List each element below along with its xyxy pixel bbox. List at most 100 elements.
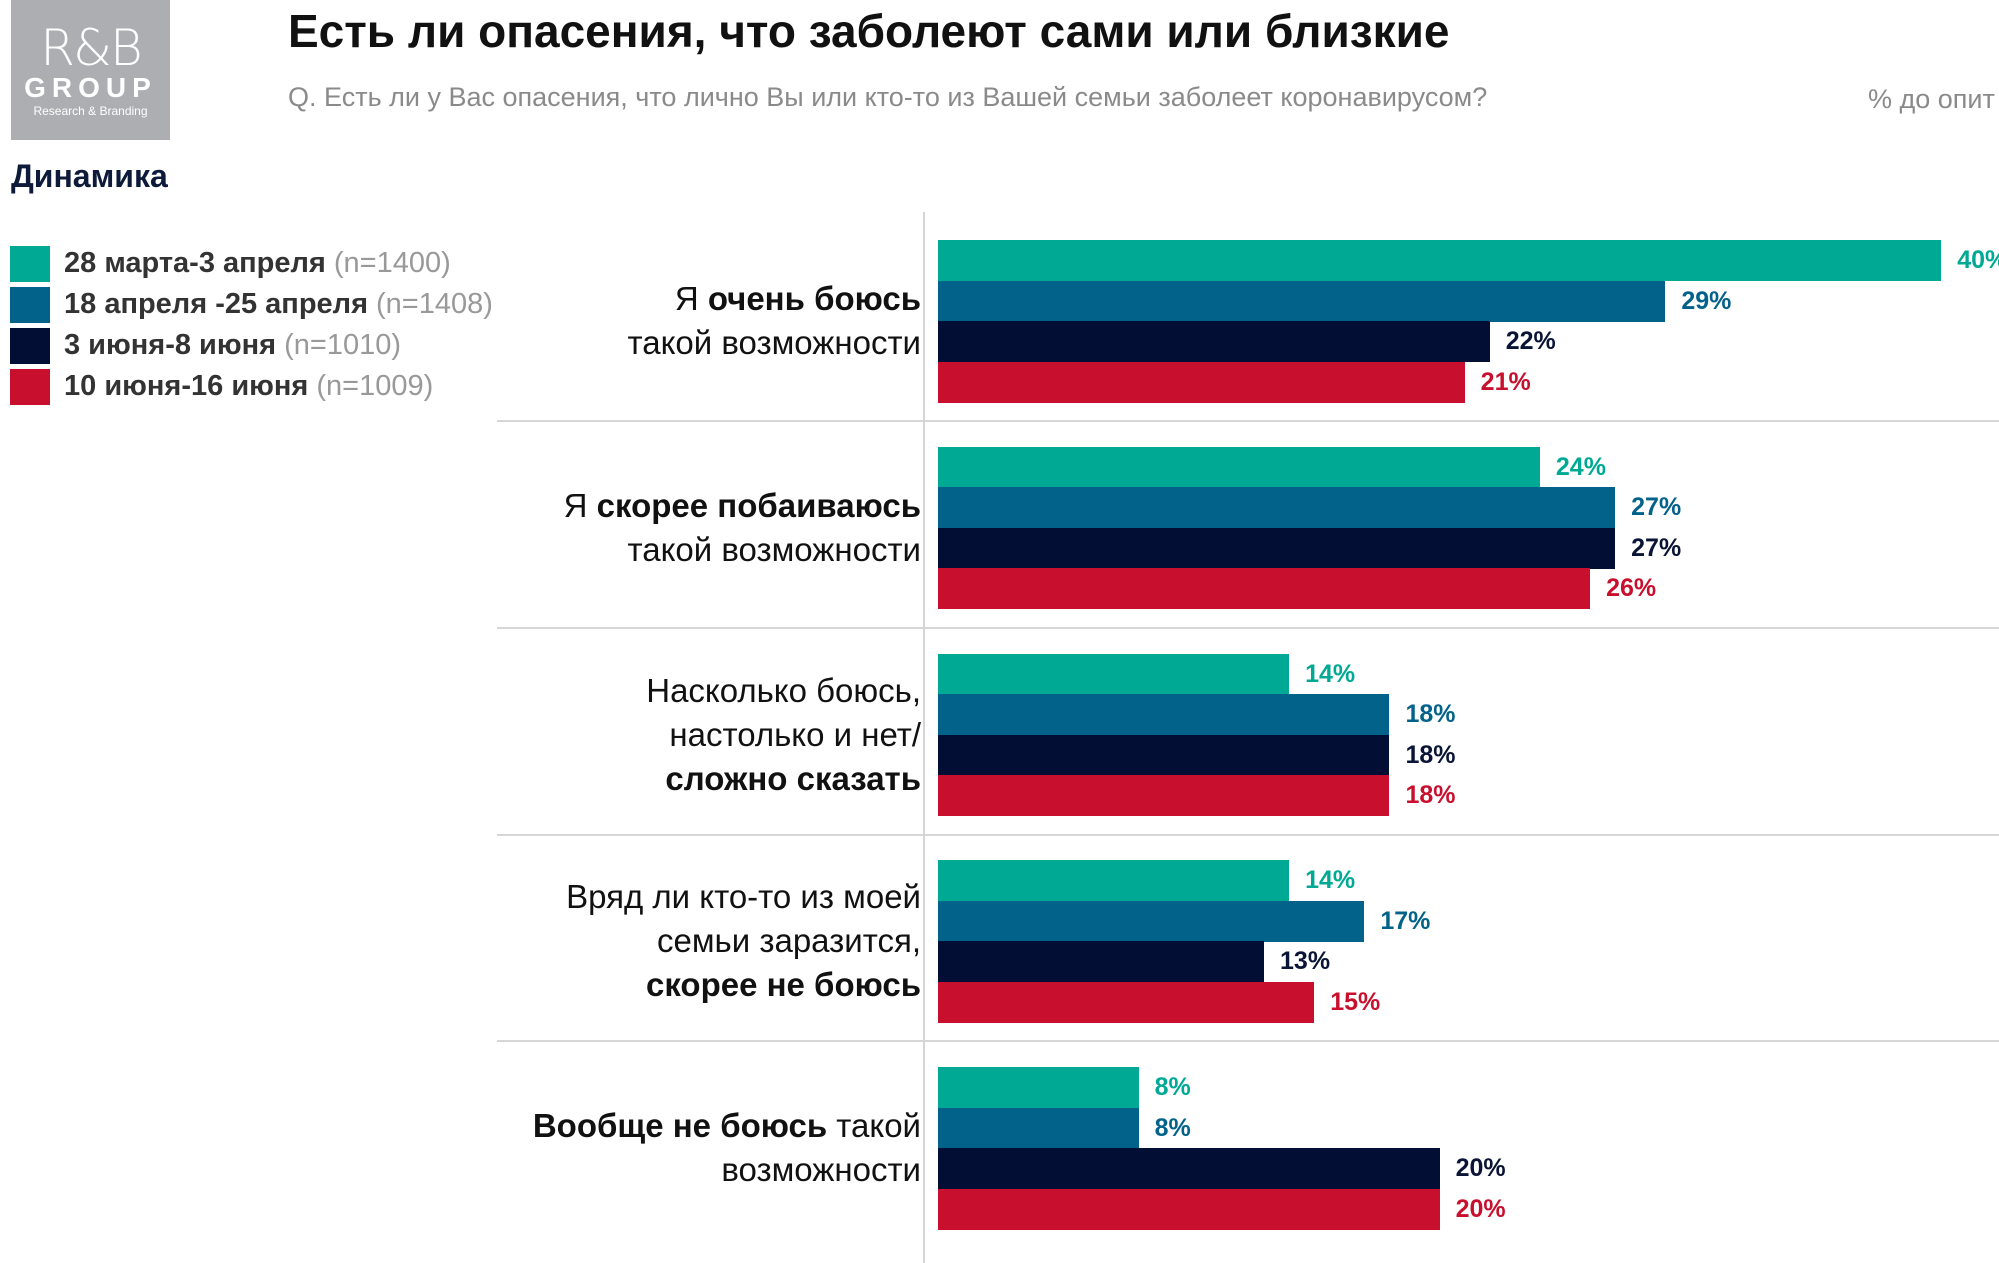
legend-item: 10 июня-16 июня (n=1009) <box>10 366 493 407</box>
bar <box>938 900 1365 942</box>
category-label-text: Вряд ли кто-то из моей <box>566 878 921 916</box>
category-label: Я очень боюсь такой возможности <box>627 277 921 365</box>
category-label-text: возможности <box>721 1151 921 1189</box>
bar <box>938 446 1540 488</box>
legend-item: 3 июня-8 июня (n=1010) <box>10 325 493 366</box>
legend: 28 марта-3 апреля (n=1400) 18 апреля -25… <box>10 243 493 407</box>
legend-title: Динамика <box>11 158 168 194</box>
legend-sample-size: (n=1408) <box>376 288 493 320</box>
data-label: 15% <box>1330 987 1381 1016</box>
bar <box>938 280 1666 322</box>
data-label: 22% <box>1505 327 1556 355</box>
category-label-text: скорее не боюсь <box>645 966 921 1004</box>
legend-label: 3 июня-8 июня <box>64 329 277 361</box>
category-label: Вообще не боюсь такой возможности <box>533 1104 921 1192</box>
category-label-line: Вряд ли кто-то из моей <box>566 875 921 919</box>
category-label-line: такой возможности <box>627 321 921 365</box>
category-label-text: сложно сказать <box>665 759 921 797</box>
chart-question: Q. Есть ли у Вас опасения, что лично Вы … <box>288 82 1488 112</box>
category-axis-line <box>923 212 925 1263</box>
logo: R&B GROUP Research & Branding <box>11 0 170 140</box>
legend-sample-size: (n=1010) <box>284 329 401 361</box>
category-label-line: Я скорее побаиваюсь <box>564 484 921 528</box>
bar <box>938 941 1265 983</box>
category-label-text: Я <box>563 486 597 524</box>
data-label: 26% <box>1606 574 1657 603</box>
data-label: 27% <box>1631 493 1682 522</box>
category-label-text: Вообще не боюсь <box>532 1107 828 1145</box>
category-label-text: настолько и нет/ <box>669 715 921 753</box>
category-label-line: Насколько боюсь, <box>646 669 921 713</box>
bar <box>938 981 1315 1023</box>
legend-swatch <box>10 368 50 405</box>
category-label-line: возможности <box>533 1148 921 1192</box>
category-label-text: скорее побаиваюсь <box>596 486 921 524</box>
data-label: 40% <box>1957 246 1999 274</box>
data-label: 24% <box>1555 452 1606 481</box>
category-label-line: Я очень боюсь <box>627 277 921 321</box>
bar <box>938 487 1616 529</box>
category-label-line: Вообще не боюсь такой <box>533 1104 921 1148</box>
logo-tagline: Research & Branding <box>33 104 148 118</box>
bar <box>938 653 1290 695</box>
data-label: 20% <box>1455 1194 1506 1223</box>
data-label: 18% <box>1405 781 1456 810</box>
data-label: 18% <box>1405 700 1456 729</box>
category-label: Насколько боюсь, настолько и нет/сложно с… <box>646 669 921 801</box>
bar <box>938 240 1942 281</box>
group-separator <box>497 420 1999 422</box>
category-label-text: очень боюсь <box>707 280 921 317</box>
legend-item: 18 апреля -25 апреля (n=1408) <box>10 284 493 325</box>
category-label-line: такой возможности <box>564 528 921 572</box>
data-label: 8% <box>1154 1113 1191 1142</box>
legend-label: 18 апреля -25 апреля <box>64 288 369 320</box>
group-separator <box>497 626 1999 629</box>
data-label: 29% <box>1681 286 1732 315</box>
legend-swatch <box>10 245 50 282</box>
bar <box>938 1148 1440 1190</box>
category-label-line: настолько и нет/ <box>646 713 921 757</box>
data-label: 14% <box>1305 659 1356 688</box>
bar <box>938 1188 1440 1230</box>
logo-group-text: GROUP <box>24 72 157 103</box>
category-label-text: такой возможности <box>627 324 921 361</box>
data-label: 14% <box>1305 866 1356 895</box>
chart-title: Есть ли опасения, что заболеют сами или … <box>288 5 1450 57</box>
category-label-line: семьи заразится, <box>566 919 921 963</box>
data-label: 8% <box>1154 1073 1191 1102</box>
category-label-text: семьи заразится, <box>657 922 921 960</box>
group-separator <box>497 1040 1999 1043</box>
group-separator <box>497 833 1999 836</box>
legend-label: 28 марта-3 апреля <box>64 247 326 279</box>
bar <box>938 568 1591 610</box>
category-label-text: такой <box>827 1107 921 1145</box>
category-label-line: скорее не боюсь <box>566 963 921 1007</box>
legend-label: 10 июня-16 июня <box>64 370 309 402</box>
legend-swatch <box>10 327 50 364</box>
bar <box>938 775 1390 817</box>
category-label-text: Насколько боюсь, <box>646 671 921 709</box>
data-label: 17% <box>1380 906 1431 935</box>
bar <box>938 734 1390 776</box>
legend-item: 28 марта-3 апреля (n=1400) <box>10 243 493 284</box>
data-label: 27% <box>1631 533 1682 562</box>
legend-sample-size: (n=1400) <box>333 247 451 279</box>
bar <box>938 527 1616 569</box>
bar <box>938 1067 1139 1109</box>
logo-text: R&B <box>40 19 142 77</box>
category-label-text: такой возможности <box>627 530 921 568</box>
data-label: 21% <box>1480 367 1531 396</box>
data-label: 20% <box>1455 1154 1506 1183</box>
bar <box>938 361 1465 403</box>
bar <box>938 321 1490 362</box>
category-label-line: сложно сказать <box>646 757 921 801</box>
data-label: 13% <box>1280 947 1331 976</box>
legend-swatch <box>10 286 50 323</box>
category-label: Я скорее побаиваюсь такой возможности <box>564 484 921 572</box>
category-label-text: Я <box>674 280 708 317</box>
bar <box>938 694 1390 736</box>
unit-label: % до опит <box>1868 84 1995 114</box>
bar <box>938 1107 1139 1149</box>
legend-sample-size: (n=1009) <box>316 370 434 402</box>
